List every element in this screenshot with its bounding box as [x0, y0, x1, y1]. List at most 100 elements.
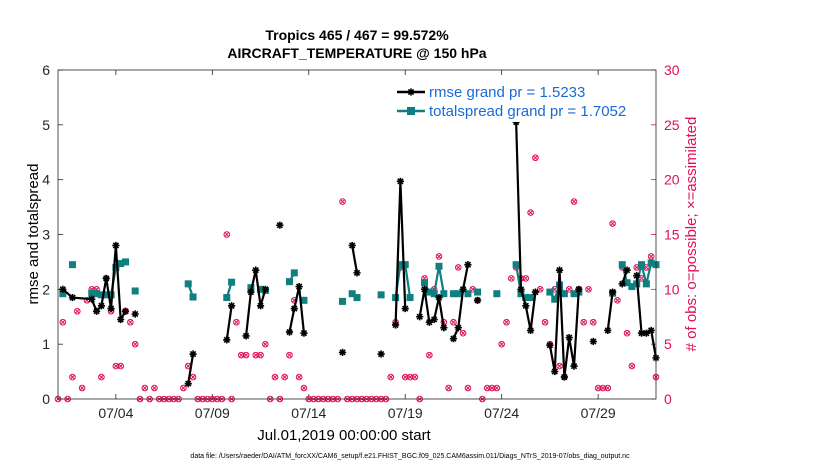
- rmse-point: [623, 266, 631, 274]
- rmse-point: [252, 266, 260, 274]
- rmse-point: [449, 335, 458, 343]
- obs-marker: [141, 384, 149, 392]
- totalspread-point: [117, 260, 125, 268]
- rmse-point: [473, 296, 482, 304]
- rmse-point: [97, 302, 106, 310]
- y-tick-label: 5: [42, 117, 50, 133]
- obs-marker: [295, 373, 303, 381]
- rmse-point: [247, 288, 255, 296]
- totalspread-point: [464, 290, 472, 298]
- y-tick-label: 4: [42, 172, 50, 188]
- obs-marker: [262, 340, 269, 348]
- rmse-point: [551, 367, 559, 376]
- obs-marker: [411, 373, 419, 381]
- rmse-point: [420, 285, 429, 293]
- rmse-point: [512, 118, 520, 126]
- rmse-point: [416, 313, 424, 321]
- rmse-point: [522, 302, 530, 310]
- totalspread-point: [570, 290, 578, 298]
- totalspread-point: [353, 294, 361, 302]
- totalspread-point: [88, 289, 96, 297]
- rmse-point: [338, 348, 347, 356]
- chart-subtitle: AIRCRAFT_TEMPERATURE @ 150 hPa: [227, 45, 486, 61]
- rmse-point: [633, 272, 641, 280]
- rmse-point: [256, 302, 265, 310]
- rmse-point: [546, 341, 554, 349]
- totalspread-point: [122, 258, 130, 266]
- obs-marker: [580, 318, 587, 326]
- obs-marker: [459, 329, 467, 337]
- totalspread-point: [228, 278, 236, 286]
- obs-marker: [493, 384, 501, 392]
- obs-marker: [647, 253, 655, 260]
- y-tick-label: 0: [42, 391, 50, 407]
- rmse-point: [131, 310, 139, 318]
- rmse-point: [565, 333, 573, 342]
- totalspread-point: [647, 259, 655, 267]
- obs-marker: [503, 318, 510, 326]
- rmse-point: [184, 380, 192, 388]
- totalspread-point: [59, 290, 67, 298]
- totalspread-point: [421, 279, 429, 287]
- y-axis-label: rmse and totalspread: [25, 164, 42, 305]
- x-tick-label: 07/29: [581, 405, 616, 421]
- y2-tick-label: 0: [664, 391, 672, 407]
- obs-marker: [252, 351, 260, 359]
- totalspread-point: [68, 261, 76, 269]
- obs-marker: [599, 384, 607, 392]
- x-tick-label: 07/19: [388, 405, 423, 421]
- obs-marker: [151, 384, 158, 392]
- y2-tick-label: 25: [664, 117, 680, 133]
- obs-marker: [112, 362, 120, 370]
- legend-box: [392, 78, 650, 122]
- totalspread-point: [618, 261, 626, 269]
- obs-marker: [406, 373, 414, 381]
- totalspread-point: [517, 290, 525, 298]
- legend-totalspread-marker: [407, 107, 415, 115]
- obs-marker: [464, 384, 472, 392]
- totalspread-point: [406, 294, 414, 302]
- totalspread-point: [430, 290, 438, 298]
- totalspread-point: [642, 280, 650, 288]
- rmse-point: [454, 324, 462, 332]
- totalspread-point: [131, 287, 139, 295]
- totalspread-point: [527, 294, 535, 302]
- rmse-point: [295, 282, 303, 291]
- totalspread-point: [285, 278, 293, 286]
- totalspread-point: [638, 261, 646, 269]
- x-tick-label: 07/09: [195, 405, 230, 421]
- totalspread-point: [377, 291, 385, 299]
- obs-marker: [257, 351, 264, 359]
- obs-marker: [594, 384, 602, 392]
- rmse-point: [570, 362, 578, 370]
- obs-marker: [614, 297, 621, 304]
- totalspread-point: [93, 290, 101, 298]
- totalspread-point: [348, 290, 356, 298]
- totalspread-point: [339, 297, 347, 305]
- rmse-line: [621, 269, 629, 285]
- rmse-point: [396, 177, 405, 185]
- totalspread-point: [189, 293, 197, 301]
- rmse-point: [276, 221, 284, 229]
- rmse-point: [68, 293, 77, 302]
- rmse-point: [189, 350, 197, 358]
- obs-marker: [127, 318, 134, 326]
- rmse-point: [589, 337, 597, 346]
- totalspread-point: [440, 290, 448, 298]
- rmse-point: [261, 285, 269, 293]
- plot-frame: [57, 69, 657, 400]
- rmse-point: [348, 241, 356, 250]
- rmse-point: [121, 307, 130, 315]
- totalspread-point: [97, 291, 105, 299]
- rmse-line: [187, 353, 195, 384]
- rmse-point: [527, 326, 535, 335]
- rmse-point: [425, 318, 433, 326]
- obs-marker: [387, 373, 395, 381]
- rmse-point: [459, 285, 467, 293]
- obs-marker: [628, 362, 636, 370]
- obs-marker: [117, 362, 124, 370]
- legend-rmse-label: rmse grand pr = 1.5233: [429, 84, 585, 101]
- rmse-line: [351, 245, 359, 274]
- obs-marker: [498, 340, 505, 348]
- obs-marker: [508, 275, 515, 282]
